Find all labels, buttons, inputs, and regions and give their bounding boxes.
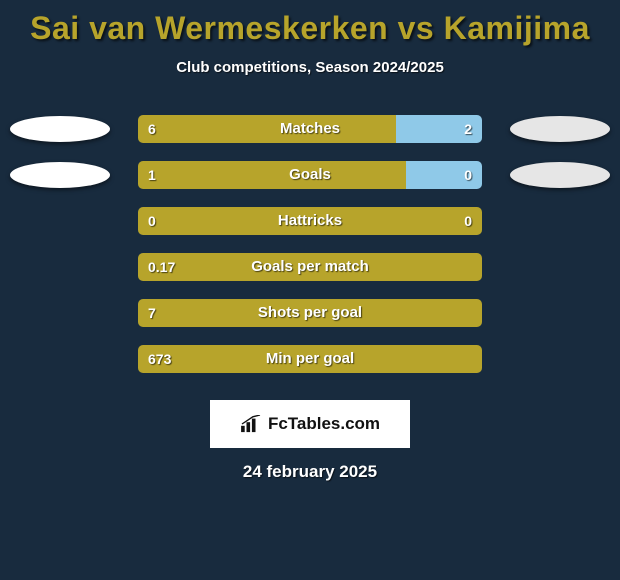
stat-value-left: 0.17 bbox=[138, 253, 185, 281]
brand-name: FcTables.com bbox=[268, 414, 380, 434]
player-marker-right bbox=[510, 116, 610, 142]
comparison-subtitle: Club competitions, Season 2024/2025 bbox=[0, 59, 620, 76]
stat-value-right: 2 bbox=[454, 115, 482, 143]
stat-bar-track: 673Min per goal bbox=[138, 345, 482, 373]
player-marker-left bbox=[10, 162, 110, 188]
stat-bar-left bbox=[138, 253, 482, 281]
stat-value-right: 0 bbox=[454, 161, 482, 189]
player-marker-left bbox=[10, 116, 110, 142]
stat-row: 10Goals bbox=[0, 152, 620, 198]
stat-bar-track: 7Shots per goal bbox=[138, 299, 482, 327]
stat-bar-track: 0.17Goals per match bbox=[138, 253, 482, 281]
stat-row: 0.17Goals per match bbox=[0, 244, 620, 290]
stat-bar-left bbox=[138, 161, 406, 189]
comparison-chart: 62Matches10Goals00Hattricks0.17Goals per… bbox=[0, 106, 620, 382]
stat-row: 00Hattricks bbox=[0, 198, 620, 244]
brand-logo: FcTables.com bbox=[210, 400, 410, 448]
stat-bar-track: 00Hattricks bbox=[138, 207, 482, 235]
stat-value-left: 673 bbox=[138, 345, 181, 373]
stat-row: 7Shots per goal bbox=[0, 290, 620, 336]
snapshot-date: 24 february 2025 bbox=[0, 462, 620, 482]
stat-value-right: 0 bbox=[454, 207, 482, 235]
stat-bar-track: 10Goals bbox=[138, 161, 482, 189]
chart-icon bbox=[240, 415, 262, 433]
stat-bar-left bbox=[138, 115, 396, 143]
stat-bar-track: 62Matches bbox=[138, 115, 482, 143]
stat-bar-empty bbox=[138, 207, 482, 235]
player-marker-right bbox=[510, 162, 610, 188]
stat-bar-left bbox=[138, 299, 482, 327]
stat-value-left: 6 bbox=[138, 115, 166, 143]
comparison-title: Sai van Wermeskerken vs Kamijima bbox=[0, 0, 620, 47]
stat-row: 62Matches bbox=[0, 106, 620, 152]
stat-row: 673Min per goal bbox=[0, 336, 620, 382]
stat-value-left: 1 bbox=[138, 161, 166, 189]
stat-value-left: 7 bbox=[138, 299, 166, 327]
stat-value-left: 0 bbox=[138, 207, 166, 235]
stat-bar-left bbox=[138, 345, 482, 373]
